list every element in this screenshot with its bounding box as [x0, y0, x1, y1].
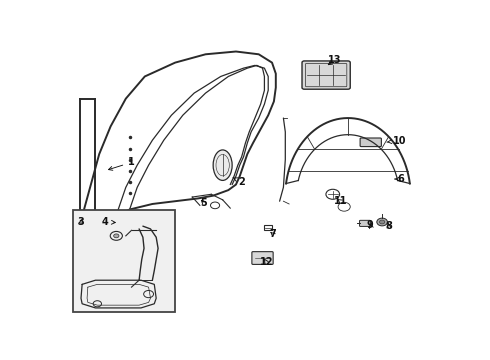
Text: 4: 4 [101, 217, 115, 227]
FancyBboxPatch shape [360, 138, 381, 147]
Ellipse shape [213, 150, 232, 180]
Text: 10: 10 [387, 136, 406, 146]
Bar [82, 237, 92, 270]
Text: 11: 11 [334, 196, 347, 206]
Text: 13: 13 [328, 55, 342, 66]
Circle shape [379, 220, 385, 224]
Text: 5: 5 [200, 198, 207, 208]
Text: 12: 12 [260, 257, 273, 267]
Text: 3: 3 [77, 217, 84, 227]
Text: 8: 8 [385, 221, 392, 231]
Text: 1: 1 [109, 157, 135, 170]
FancyBboxPatch shape [302, 61, 350, 89]
Circle shape [377, 218, 388, 226]
Text: 7: 7 [270, 229, 276, 239]
Text: 2: 2 [233, 177, 245, 187]
Bar [264, 225, 272, 230]
Text: 9: 9 [367, 220, 374, 230]
FancyBboxPatch shape [360, 220, 370, 226]
Text: 6: 6 [395, 174, 405, 184]
Bar [73, 210, 175, 312]
FancyBboxPatch shape [252, 252, 273, 264]
Circle shape [114, 234, 119, 238]
